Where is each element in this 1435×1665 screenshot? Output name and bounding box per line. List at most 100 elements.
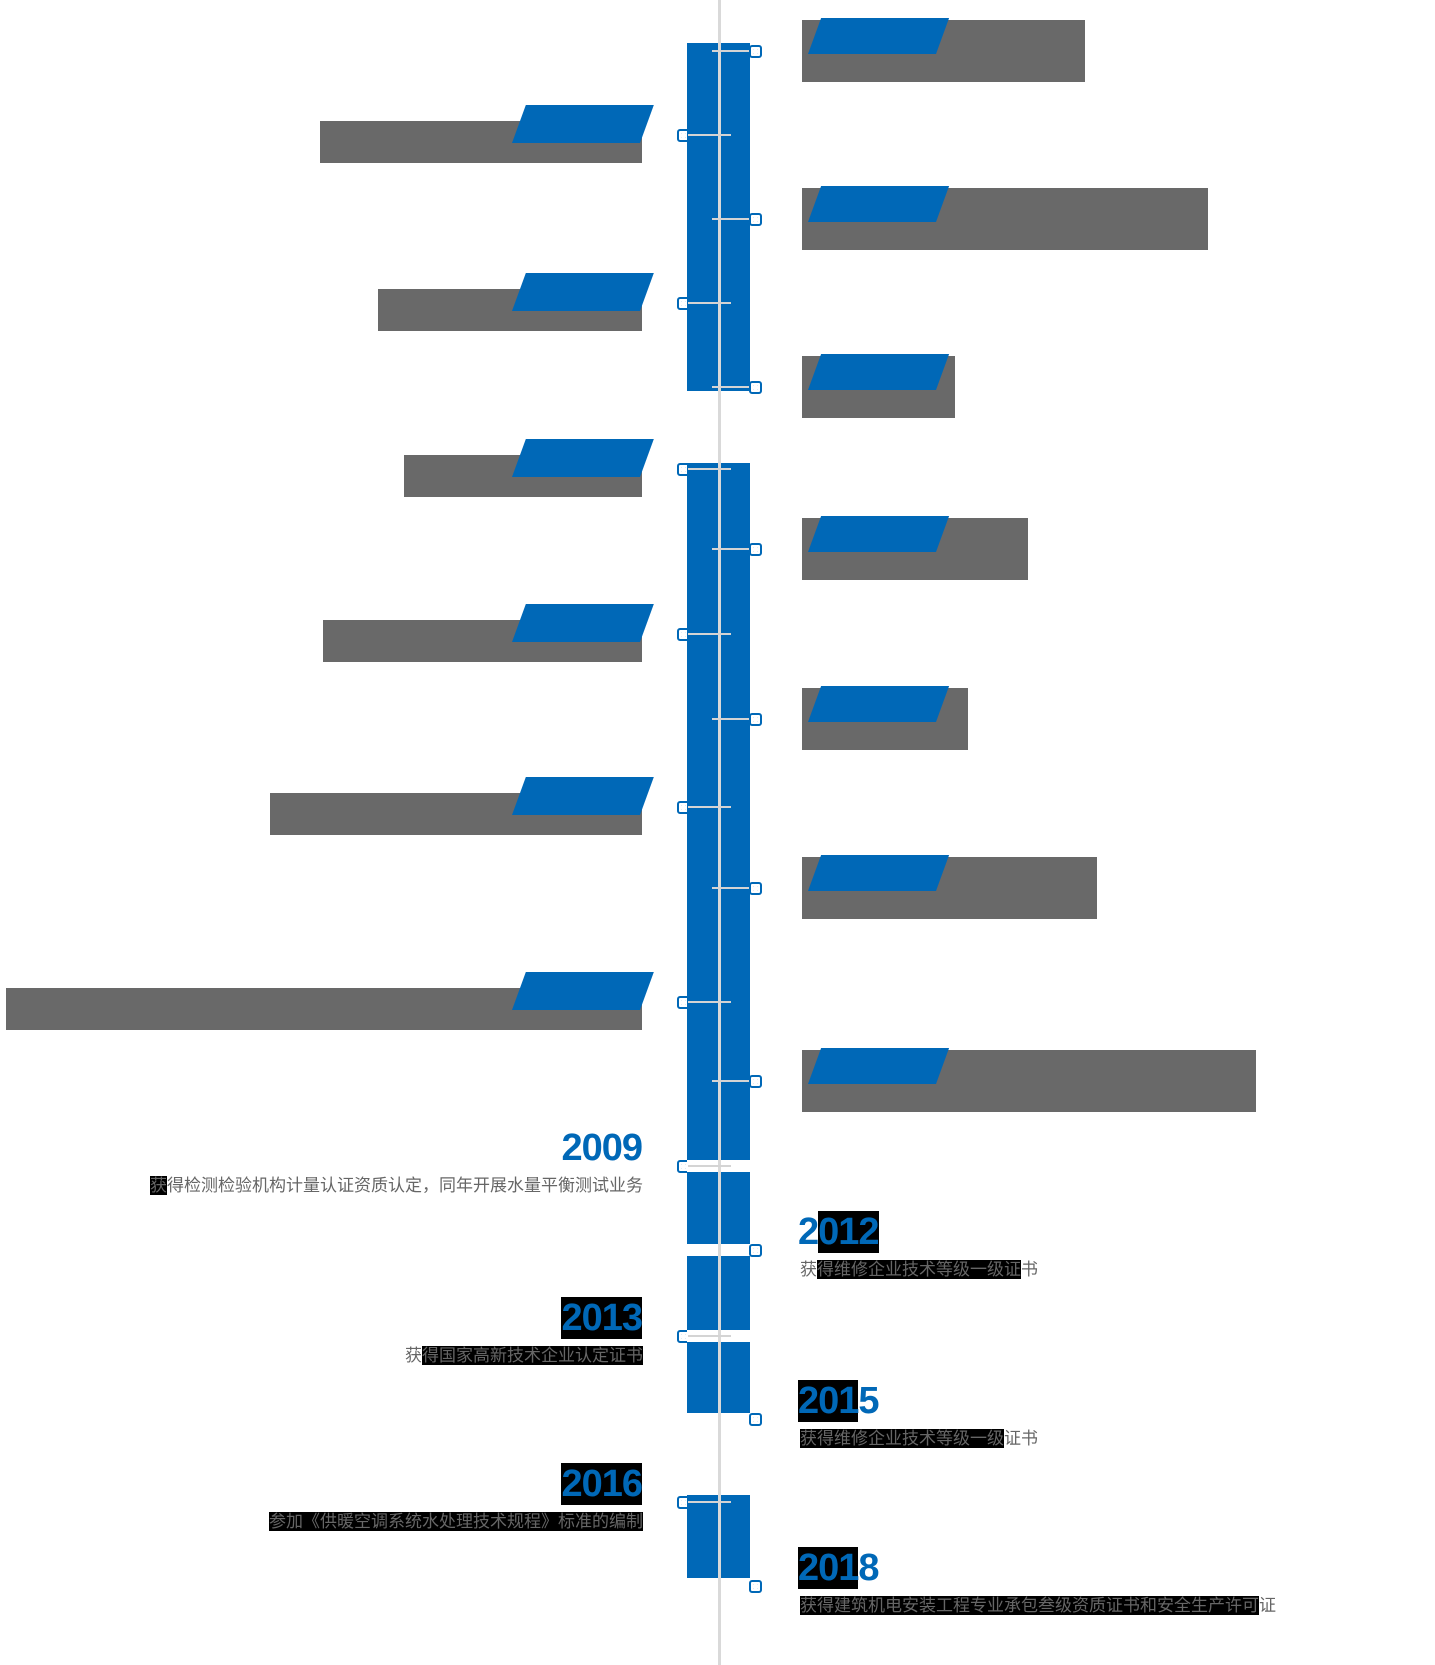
tick-connector-line bbox=[688, 468, 731, 470]
node-icon-dot bbox=[753, 1079, 758, 1084]
year-ghost bbox=[512, 604, 654, 642]
event-description-segment: 获 bbox=[405, 1346, 422, 1365]
node-icon-dot bbox=[753, 1248, 758, 1253]
node-icon-dot bbox=[753, 717, 758, 722]
tick-connector-line bbox=[712, 50, 750, 52]
event-description: 获得国家高新技术企业认定证书 bbox=[405, 1345, 643, 1367]
event-year-segment: 8 bbox=[858, 1547, 879, 1589]
year-ghost bbox=[808, 186, 950, 222]
event-year-segment: 5 bbox=[858, 1380, 879, 1422]
timeline-event-covered bbox=[802, 516, 1028, 580]
tick-connector-line bbox=[688, 1001, 731, 1003]
tick-connector-line bbox=[712, 1080, 750, 1082]
tick-connector-line bbox=[712, 718, 750, 720]
timeline-event-covered bbox=[404, 439, 654, 497]
event-description-segment: 得检测检验机构计量认证资质认定，同年开展水量平衡测试业务 bbox=[167, 1176, 643, 1195]
timeline-event-covered bbox=[802, 686, 968, 750]
timeline-event-covered bbox=[378, 273, 654, 331]
timeline-node-icon bbox=[749, 1244, 762, 1257]
event-year-segment: 2013 bbox=[561, 1297, 643, 1339]
event-description-segment: 获得建筑机电安装工程专业承包叁级资质证书和安全生产许可 bbox=[800, 1596, 1259, 1615]
timeline-node-icon bbox=[749, 45, 762, 58]
event-year: 2018 bbox=[798, 1547, 880, 1589]
timeline-event-covered bbox=[6, 972, 654, 1030]
node-icon-dot bbox=[681, 467, 686, 472]
timeline-node-icon bbox=[677, 996, 690, 1009]
node-icon-dot bbox=[753, 385, 758, 390]
timeline-event-covered bbox=[802, 18, 1085, 82]
year-ghost bbox=[512, 972, 654, 1010]
timeline-node-icon bbox=[749, 213, 762, 226]
timeline-node-icon bbox=[749, 543, 762, 556]
tick-connector-line bbox=[712, 218, 750, 220]
event-year: 2012 bbox=[798, 1211, 880, 1253]
timeline-node-icon bbox=[749, 882, 762, 895]
event-year-segment: 012 bbox=[818, 1211, 880, 1253]
year-ghost bbox=[512, 777, 654, 815]
year-ghost bbox=[808, 855, 950, 891]
tick-connector-line bbox=[688, 134, 731, 136]
year-ghost bbox=[512, 105, 654, 143]
tick-connector-line bbox=[688, 302, 731, 304]
tick-connector-line bbox=[688, 806, 731, 808]
event-description-segment: 书 bbox=[1021, 1260, 1038, 1279]
node-icon-dot bbox=[681, 1164, 686, 1169]
year-ghost bbox=[512, 273, 654, 311]
event-year-segment: 2016 bbox=[561, 1463, 643, 1505]
node-icon-dot bbox=[753, 1417, 758, 1422]
timeline-event-covered bbox=[802, 1048, 1256, 1112]
tick-connector-line bbox=[688, 633, 731, 635]
event-description-segment: 得维修企业技术等级一级证 bbox=[817, 1260, 1021, 1279]
timeline-event-covered bbox=[270, 777, 654, 835]
timeline-event-covered bbox=[320, 105, 654, 163]
timeline-node-icon bbox=[749, 1413, 762, 1426]
year-ghost bbox=[808, 686, 950, 722]
event-year: 2016 bbox=[561, 1463, 643, 1505]
node-icon-dot bbox=[753, 49, 758, 54]
event-year: 2013 bbox=[561, 1297, 643, 1339]
year-ghost bbox=[808, 516, 950, 552]
year-ghost bbox=[808, 18, 950, 54]
event-description: 获得维修企业技术等级一级证书 bbox=[800, 1259, 1038, 1281]
tick-connector-line bbox=[688, 1165, 731, 1167]
event-year-segment: 2009 bbox=[561, 1127, 643, 1169]
timeline-event-covered bbox=[802, 186, 1208, 250]
tick-connector-line bbox=[688, 1335, 731, 1337]
event-description-segment: 获得维修企业技术等级一级 bbox=[800, 1429, 1004, 1448]
event-year: 2015 bbox=[798, 1380, 880, 1422]
event-description-segment: 参加《供暖空调系统水处理技术规程》标准的编制 bbox=[269, 1512, 643, 1531]
node-icon-dot bbox=[681, 632, 686, 637]
timeline-event-covered bbox=[802, 354, 955, 418]
event-year-segment: 201 bbox=[798, 1380, 859, 1422]
tick-connector-line bbox=[712, 386, 750, 388]
timeline-node-icon bbox=[749, 1075, 762, 1088]
node-icon-dot bbox=[681, 133, 686, 138]
event-description-segment: 获 bbox=[150, 1176, 167, 1195]
node-icon-dot bbox=[681, 1000, 686, 1005]
node-icon-dot bbox=[681, 1334, 686, 1339]
timeline-axis-line bbox=[718, 0, 721, 1665]
event-year-segment: 201 bbox=[798, 1547, 859, 1589]
node-icon-dot bbox=[753, 547, 758, 552]
timeline-node-icon bbox=[749, 713, 762, 726]
event-description-segment: 证 bbox=[1259, 1596, 1276, 1615]
node-icon-dot bbox=[681, 805, 686, 810]
tick-connector-line bbox=[712, 887, 750, 889]
event-description: 获得建筑机电安装工程专业承包叁级资质证书和安全生产许可证 bbox=[800, 1595, 1276, 1617]
year-ghost bbox=[512, 439, 654, 477]
year-ghost bbox=[808, 354, 950, 390]
event-description-segment: 证书 bbox=[1004, 1429, 1038, 1448]
tick-connector-line bbox=[688, 1501, 731, 1503]
event-description-segment: 获 bbox=[800, 1260, 817, 1279]
node-icon-dot bbox=[681, 1500, 686, 1505]
timeline-event-covered bbox=[802, 855, 1097, 919]
node-icon-dot bbox=[753, 1584, 758, 1589]
node-icon-dot bbox=[753, 217, 758, 222]
tick-connector-line bbox=[712, 548, 750, 550]
event-year: 2009 bbox=[561, 1127, 643, 1169]
year-ghost bbox=[808, 1048, 950, 1084]
event-description: 获得检测检验机构计量认证资质认定，同年开展水量平衡测试业务 bbox=[150, 1175, 643, 1197]
timeline-node-icon bbox=[749, 381, 762, 394]
event-description-segment: 得国家高新技术企业认定证书 bbox=[422, 1346, 643, 1365]
